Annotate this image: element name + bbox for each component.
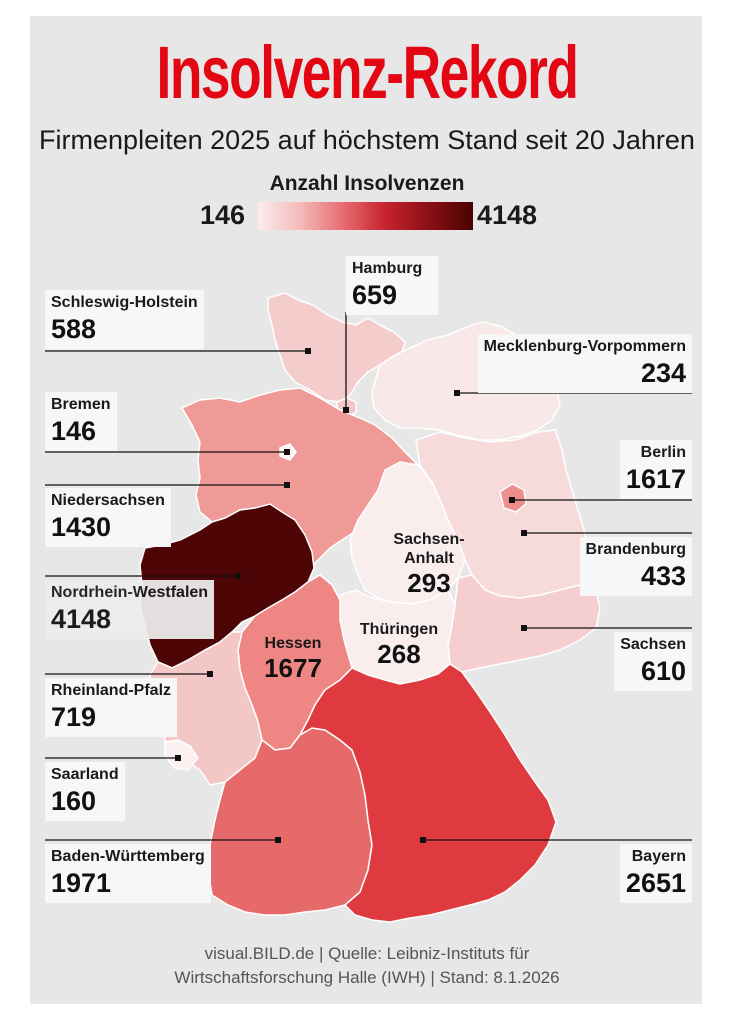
state-name: Schleswig-Holstein (51, 294, 198, 311)
label-sachsen-anhalt: Sachsen- Anhalt 293 (384, 530, 474, 598)
source-footer: visual.BILD.de | Quelle: Leibniz-Institu… (0, 942, 734, 990)
subtitle: Firmenpleiten 2025 auf höchstem Stand se… (39, 125, 695, 155)
legend-title: Anzahl Insolvenzen (269, 172, 465, 195)
dot-rheinland-pfalz (207, 671, 213, 677)
dot-nordrhein-westfalen (235, 573, 241, 579)
label-bremen: Bremen 146 (45, 392, 117, 451)
headline: Insolvenz-Rekord (156, 31, 578, 114)
label-thueringen: Thüringen 268 (354, 620, 444, 669)
label-niedersachsen: Niedersachsen 1430 (45, 488, 171, 547)
state-value: 588 (51, 314, 97, 344)
state-name: Baden-Württemberg (51, 848, 205, 865)
label-sachsen: Sachsen 610 (614, 632, 692, 691)
state-name-line2: Anhalt (404, 550, 454, 567)
state-value: 4148 (51, 604, 112, 634)
legend-min-value: 146 (200, 200, 246, 230)
footer-line-2: Wirtschaftsforschung Halle (IWH) | Stand… (174, 968, 560, 987)
leader-dots (175, 348, 527, 843)
state-name: Saarland (51, 766, 119, 783)
dot-schleswig-holstein (305, 348, 311, 354)
state-name: Brandenburg (585, 541, 686, 558)
state-value: 1677 (264, 653, 322, 683)
state-value: 234 (640, 358, 686, 388)
dot-mecklenburg-vorpommern (454, 390, 460, 396)
dot-baden-wuerttemberg (275, 837, 281, 843)
state-value: 1617 (625, 464, 686, 494)
state-name-line1: Sachsen- (393, 531, 465, 548)
state-value: 1430 (51, 512, 112, 542)
label-brandenburg: Brandenburg 433 (579, 537, 692, 596)
label-berlin: Berlin 1617 (619, 440, 692, 499)
leader-lines (45, 312, 692, 841)
label-rheinland-pfalz: Rheinland-Pfalz 719 (45, 678, 178, 737)
dot-sachsen (521, 625, 527, 631)
label-saarland: Saarland 160 (45, 762, 125, 821)
dot-niedersachsen (284, 482, 290, 488)
dot-berlin (509, 497, 515, 503)
state-value: 719 (51, 702, 97, 732)
state-name: Niedersachsen (51, 492, 165, 509)
footer-line-1: visual.BILD.de | Quelle: Leibniz-Institu… (204, 944, 530, 963)
dot-hamburg (343, 407, 349, 413)
legend-max-value: 4148 (477, 200, 538, 230)
state-value: 268 (377, 639, 421, 669)
label-mecklenburg-vorpommern: Mecklenburg-Vorpommern 234 (477, 334, 692, 393)
state-value: 433 (640, 561, 686, 591)
dot-bremen (284, 449, 290, 455)
label-schleswig-holstein: Schleswig-Holstein 588 (45, 290, 204, 349)
state-value: 610 (640, 656, 686, 686)
state-name: Bremen (51, 396, 111, 413)
state-value: 659 (352, 280, 398, 310)
dot-brandenburg (521, 530, 527, 536)
state-value: 160 (51, 786, 97, 816)
label-hessen: Hessen 1677 (248, 634, 338, 683)
state-value: 146 (51, 416, 97, 446)
label-baden-wuerttemberg: Baden-Württemberg 1971 (45, 844, 211, 903)
label-bayern: Bayern 2651 (619, 844, 692, 903)
state-name: Mecklenburg-Vorpommern (483, 338, 686, 355)
dot-saarland (175, 755, 181, 761)
state-value: 2651 (625, 868, 686, 898)
state-name: Bayern (631, 848, 686, 865)
dot-bayern (420, 837, 426, 843)
state-name: Hamburg (352, 260, 423, 277)
state-value: 1971 (51, 868, 112, 898)
label-nordrhein-westfalen: Nordrhein-Westfalen 4148 (45, 580, 215, 639)
state-name: Berlin (640, 444, 686, 461)
region-bayern[interactable] (298, 663, 557, 923)
state-name: Sachsen (620, 636, 686, 653)
state-name: Rheinland-Pfalz (51, 682, 172, 699)
state-name: Hessen (264, 635, 322, 652)
state-name: Nordrhein-Westfalen (51, 584, 209, 601)
state-value: 293 (407, 568, 451, 598)
state-name: Thüringen (359, 621, 439, 638)
legend-color-scale (258, 202, 473, 230)
label-hamburg: Hamburg 659 (346, 256, 439, 315)
